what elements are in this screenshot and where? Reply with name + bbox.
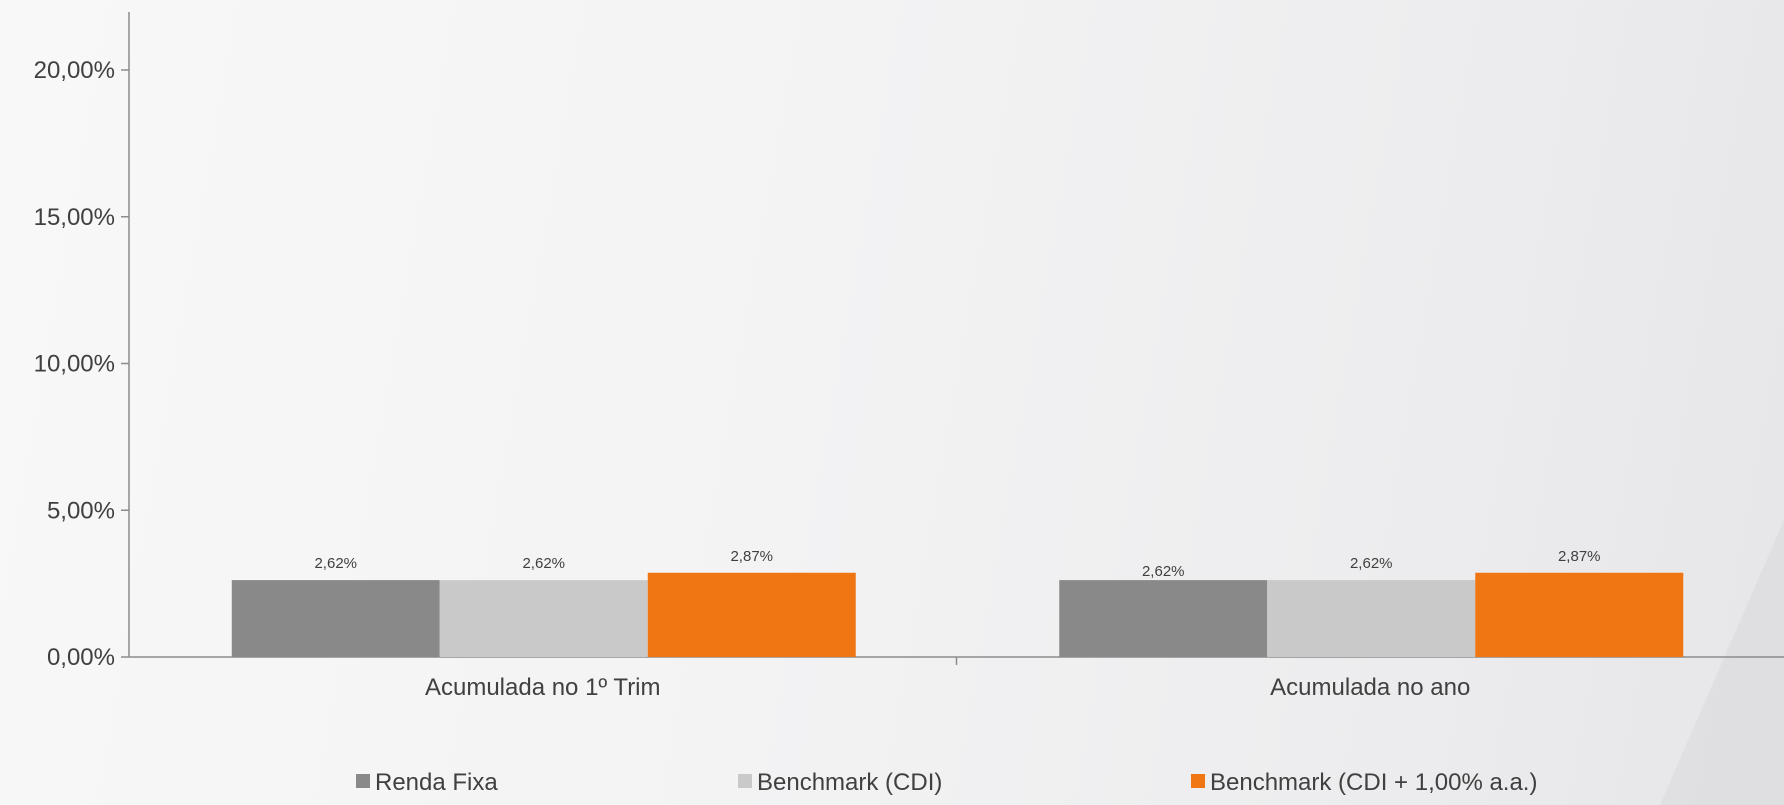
y-tick-label: 10,00% [34, 351, 115, 378]
legend-label: Renda Fixa [375, 769, 498, 796]
y-tick-label: 5,00% [47, 497, 115, 524]
background-swoosh [1660, 520, 1784, 805]
data-label: 2,62% [522, 555, 565, 572]
legend-label: Benchmark (CDI) [757, 769, 942, 796]
data-label: 2,62% [314, 555, 357, 572]
bar [1059, 580, 1268, 657]
bar [1267, 580, 1476, 657]
bar [231, 580, 440, 657]
data-label: 2,87% [1558, 548, 1601, 565]
y-tick-label: 15,00% [34, 204, 115, 231]
bar [439, 580, 648, 657]
background-decoration [1660, 520, 1784, 805]
x-category-label: Acumulada no 1º Trim [425, 674, 661, 701]
legend-swatch [738, 774, 752, 788]
chart-bars [231, 572, 1684, 657]
y-tick-label: 0,00% [47, 644, 115, 671]
bar [647, 572, 856, 657]
legend-swatch [356, 774, 370, 788]
bar [1475, 572, 1684, 657]
legend-swatch [1191, 774, 1205, 788]
y-tick-label: 20,00% [34, 57, 115, 84]
x-category-label: Acumulada no ano [1270, 674, 1470, 701]
chart-labels: 2,62% 2,62% 2,87% Acumulada no 1º Trim 2,62%… [314, 548, 1600, 701]
data-label: 2,62% [1350, 555, 1393, 572]
chart-legend: Renda Fixa Benchmark (CDI) Benchmark (CDI … [356, 769, 1537, 796]
chart-axes: 0,00% 5,00% 10,00% 15,00% 20,00% [34, 12, 1784, 671]
data-label: 2,87% [730, 548, 773, 565]
legend-label: Benchmark (CDI + 1,00% a.a.) [1210, 769, 1537, 796]
data-label: 2,62% [1142, 563, 1185, 580]
